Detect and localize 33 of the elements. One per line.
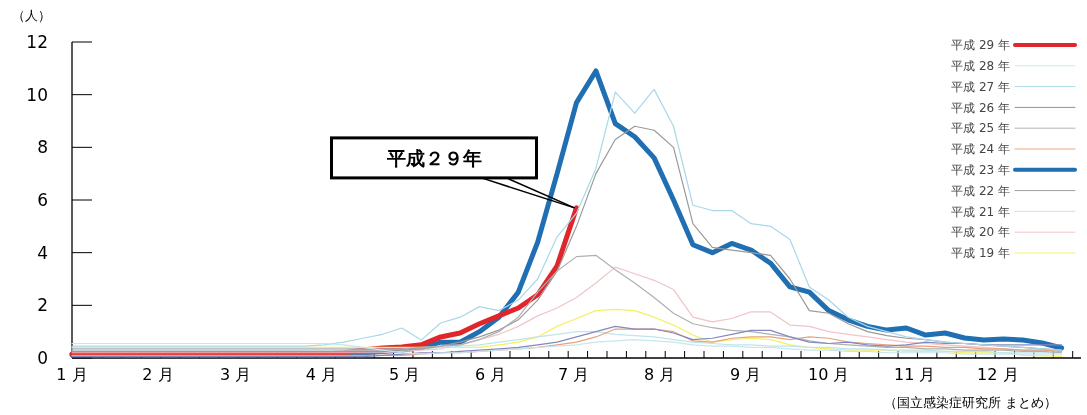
x-tick-label: 3 月 bbox=[219, 365, 252, 384]
x-tick-label: 2 月 bbox=[142, 365, 174, 384]
x-tick-label: 5 月 bbox=[389, 365, 421, 384]
y-tick-label: 2 bbox=[37, 295, 48, 316]
legend-label: 平成 23 年 bbox=[951, 163, 1010, 177]
y-tick-label: 6 bbox=[37, 189, 48, 210]
x-tick-label: 6 月 bbox=[474, 365, 507, 384]
x-tick-label: 9 月 bbox=[729, 365, 762, 384]
y-tick-label: 8 bbox=[37, 137, 48, 158]
annotation: 平成２９年 bbox=[385, 146, 482, 169]
legend-label: 平成 25 年 bbox=[951, 121, 1010, 136]
legend-label: 平成 21 年 bbox=[951, 204, 1010, 219]
y-tick-label: 12 bbox=[26, 31, 48, 52]
x-tick-label: 8 月 bbox=[644, 365, 676, 384]
y-axis-title: （人） bbox=[12, 8, 51, 23]
x-tick-label: 10 月 bbox=[808, 365, 850, 384]
y-tick-label: 4 bbox=[37, 242, 48, 263]
y-tick-label: 10 bbox=[26, 84, 48, 105]
text: （国立感染症研究所 まとめ） bbox=[883, 395, 1057, 410]
legend-label: 平成 24 年 bbox=[951, 142, 1010, 157]
x-tick-label: 7 月 bbox=[558, 365, 590, 384]
legend-label: 平成 20 年 bbox=[951, 225, 1010, 240]
legend-label: 平成 29 年 bbox=[951, 38, 1010, 53]
legend-label: 平成 28 年 bbox=[951, 59, 1010, 73]
legend-label: 平成 26 年 bbox=[951, 100, 1010, 115]
x-tick-label: 11 月 bbox=[893, 365, 936, 384]
legend-label: 平成 22 年 bbox=[951, 183, 1010, 198]
x-tick-label: 1 月 bbox=[56, 365, 88, 384]
y-tick-label: 0 bbox=[37, 347, 48, 368]
x-tick-label: 4 月 bbox=[305, 365, 338, 384]
legend-label: 平成 19 年 bbox=[951, 246, 1010, 261]
legend-label: 平成 27 年 bbox=[951, 79, 1010, 94]
x-tick-label: 12 月 bbox=[977, 365, 1019, 384]
